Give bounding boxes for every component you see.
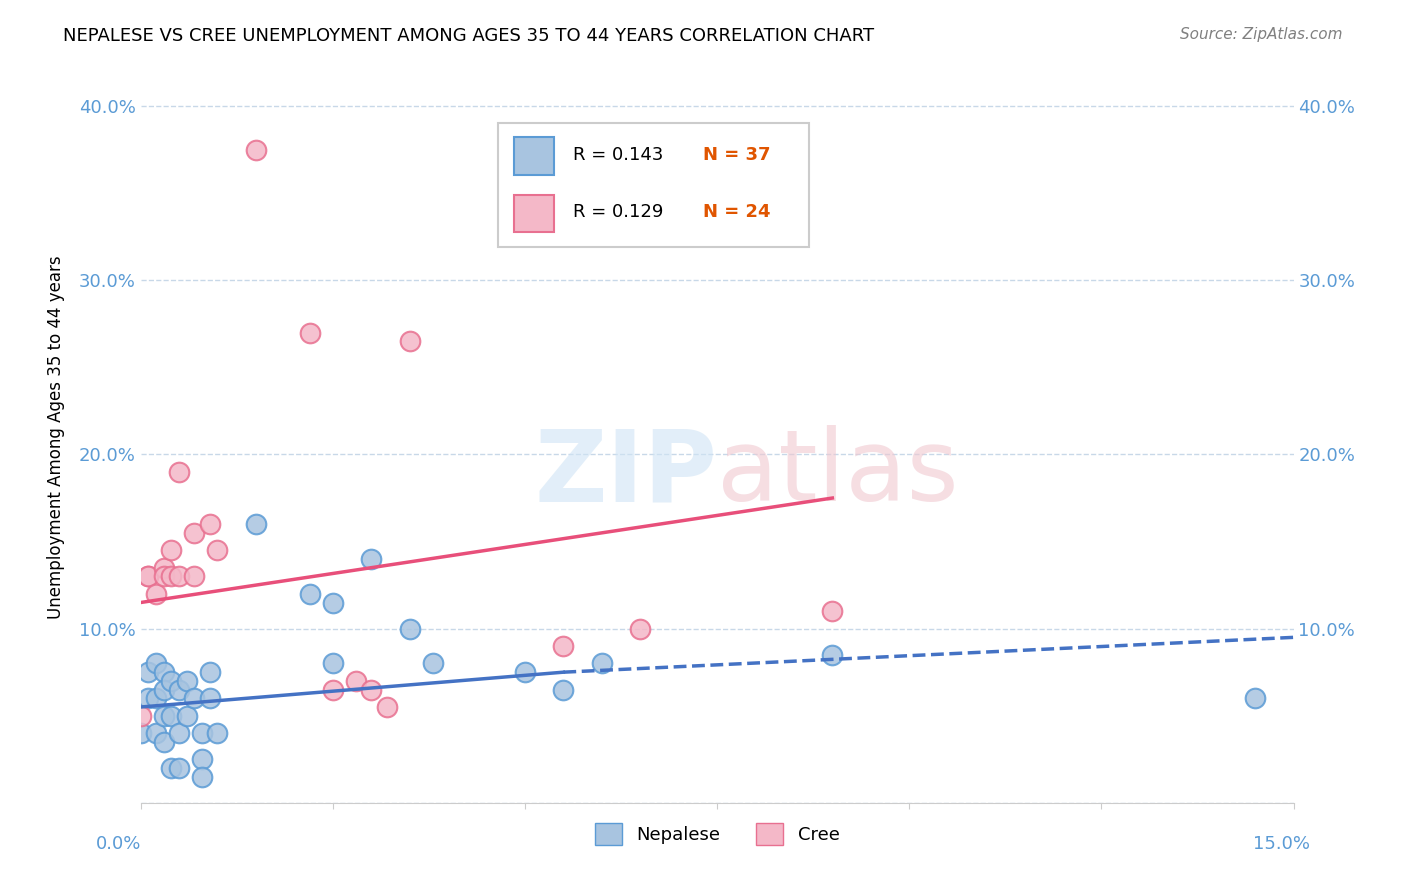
Point — [322, 595, 344, 609]
Point — [129, 708, 152, 723]
Point — [513, 665, 536, 680]
Text: 0.0%: 0.0% — [96, 835, 141, 853]
Point — [167, 465, 190, 479]
Point — [160, 673, 183, 688]
Point — [553, 682, 575, 697]
Point — [191, 726, 214, 740]
Point — [245, 143, 267, 157]
Point — [553, 639, 575, 653]
Text: NEPALESE VS CREE UNEMPLOYMENT AMONG AGES 35 TO 44 YEARS CORRELATION CHART: NEPALESE VS CREE UNEMPLOYMENT AMONG AGES… — [63, 27, 875, 45]
Point — [136, 569, 159, 583]
Point — [360, 552, 382, 566]
Point — [183, 691, 205, 706]
Point — [207, 543, 229, 558]
Point — [152, 560, 174, 574]
Point — [183, 569, 205, 583]
Text: ZIP: ZIP — [534, 425, 717, 522]
Point — [821, 648, 844, 662]
Text: atlas: atlas — [717, 425, 959, 522]
Point — [160, 543, 183, 558]
Point — [167, 682, 190, 697]
Point — [129, 726, 152, 740]
Point — [160, 569, 183, 583]
Point — [322, 682, 344, 697]
Point — [176, 673, 198, 688]
Point — [628, 622, 651, 636]
Point — [167, 761, 190, 775]
Point — [398, 622, 420, 636]
Point — [176, 708, 198, 723]
Point — [152, 682, 174, 697]
Point — [198, 691, 221, 706]
Point — [821, 604, 844, 618]
Point — [145, 587, 167, 601]
Point — [198, 665, 221, 680]
Point — [422, 657, 444, 671]
Point — [207, 726, 229, 740]
Point — [198, 517, 221, 532]
Point — [1244, 691, 1267, 706]
Point — [191, 752, 214, 766]
Text: Source: ZipAtlas.com: Source: ZipAtlas.com — [1180, 27, 1343, 42]
Point — [145, 657, 167, 671]
Point — [152, 569, 174, 583]
Point — [152, 735, 174, 749]
Legend: Nepalese, Cree: Nepalese, Cree — [588, 816, 846, 852]
Point — [591, 657, 613, 671]
Point — [191, 770, 214, 784]
Point — [398, 334, 420, 349]
Y-axis label: Unemployment Among Ages 35 to 44 years: Unemployment Among Ages 35 to 44 years — [46, 255, 65, 619]
Point — [167, 569, 190, 583]
Point — [360, 682, 382, 697]
Point — [167, 726, 190, 740]
Point — [136, 691, 159, 706]
Point — [298, 587, 321, 601]
Point — [344, 673, 367, 688]
Point — [245, 517, 267, 532]
Point — [145, 691, 167, 706]
Point — [152, 708, 174, 723]
Point — [322, 657, 344, 671]
Text: 15.0%: 15.0% — [1253, 835, 1310, 853]
Point — [152, 665, 174, 680]
Point — [145, 726, 167, 740]
Point — [375, 700, 398, 714]
Point — [183, 525, 205, 540]
Point — [136, 569, 159, 583]
Point — [160, 761, 183, 775]
Point — [160, 708, 183, 723]
Point — [298, 326, 321, 340]
Point — [136, 665, 159, 680]
